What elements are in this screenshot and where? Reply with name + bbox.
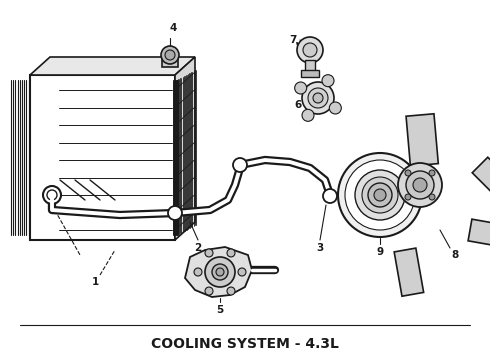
Circle shape xyxy=(161,46,179,64)
Circle shape xyxy=(194,268,202,276)
Polygon shape xyxy=(406,114,438,166)
Circle shape xyxy=(302,82,334,114)
Polygon shape xyxy=(175,57,195,240)
Circle shape xyxy=(405,170,411,176)
Circle shape xyxy=(212,264,228,280)
Bar xyxy=(305,60,315,72)
Polygon shape xyxy=(394,248,424,296)
Bar xyxy=(162,59,178,67)
Text: 2: 2 xyxy=(195,243,201,253)
Text: 4: 4 xyxy=(170,23,177,33)
Circle shape xyxy=(355,170,405,220)
Text: 7: 7 xyxy=(289,35,296,45)
Circle shape xyxy=(374,189,386,201)
Polygon shape xyxy=(185,247,252,297)
Circle shape xyxy=(308,88,328,108)
Circle shape xyxy=(168,206,182,220)
Circle shape xyxy=(329,102,342,114)
Circle shape xyxy=(323,189,337,203)
Polygon shape xyxy=(30,57,195,75)
Polygon shape xyxy=(472,157,490,208)
Text: 1: 1 xyxy=(91,277,98,287)
Circle shape xyxy=(216,268,224,276)
Text: 6: 6 xyxy=(294,100,302,110)
Circle shape xyxy=(345,160,415,230)
Circle shape xyxy=(227,287,235,295)
Circle shape xyxy=(368,183,392,207)
Circle shape xyxy=(338,153,422,237)
Text: COOLING SYSTEM - 4.3L: COOLING SYSTEM - 4.3L xyxy=(151,337,339,351)
Text: 9: 9 xyxy=(376,247,384,257)
Circle shape xyxy=(233,158,247,172)
Text: 5: 5 xyxy=(217,305,223,315)
Circle shape xyxy=(406,171,434,199)
Circle shape xyxy=(302,109,314,121)
Circle shape xyxy=(205,257,235,287)
Circle shape xyxy=(297,37,323,63)
Circle shape xyxy=(238,268,246,276)
Circle shape xyxy=(205,287,213,295)
Circle shape xyxy=(43,186,61,204)
Circle shape xyxy=(405,194,411,200)
Circle shape xyxy=(294,82,307,94)
Circle shape xyxy=(429,170,435,176)
Bar xyxy=(301,70,319,77)
Circle shape xyxy=(362,177,398,213)
Circle shape xyxy=(398,163,442,207)
Text: 8: 8 xyxy=(451,250,459,260)
Circle shape xyxy=(313,93,323,103)
Circle shape xyxy=(47,190,57,200)
Circle shape xyxy=(205,249,213,257)
Circle shape xyxy=(303,43,317,57)
Circle shape xyxy=(413,178,427,192)
Circle shape xyxy=(322,75,334,87)
Circle shape xyxy=(227,249,235,257)
Circle shape xyxy=(165,50,175,60)
Text: 3: 3 xyxy=(317,243,323,253)
Polygon shape xyxy=(30,75,175,240)
Circle shape xyxy=(429,194,435,200)
Polygon shape xyxy=(468,219,490,249)
